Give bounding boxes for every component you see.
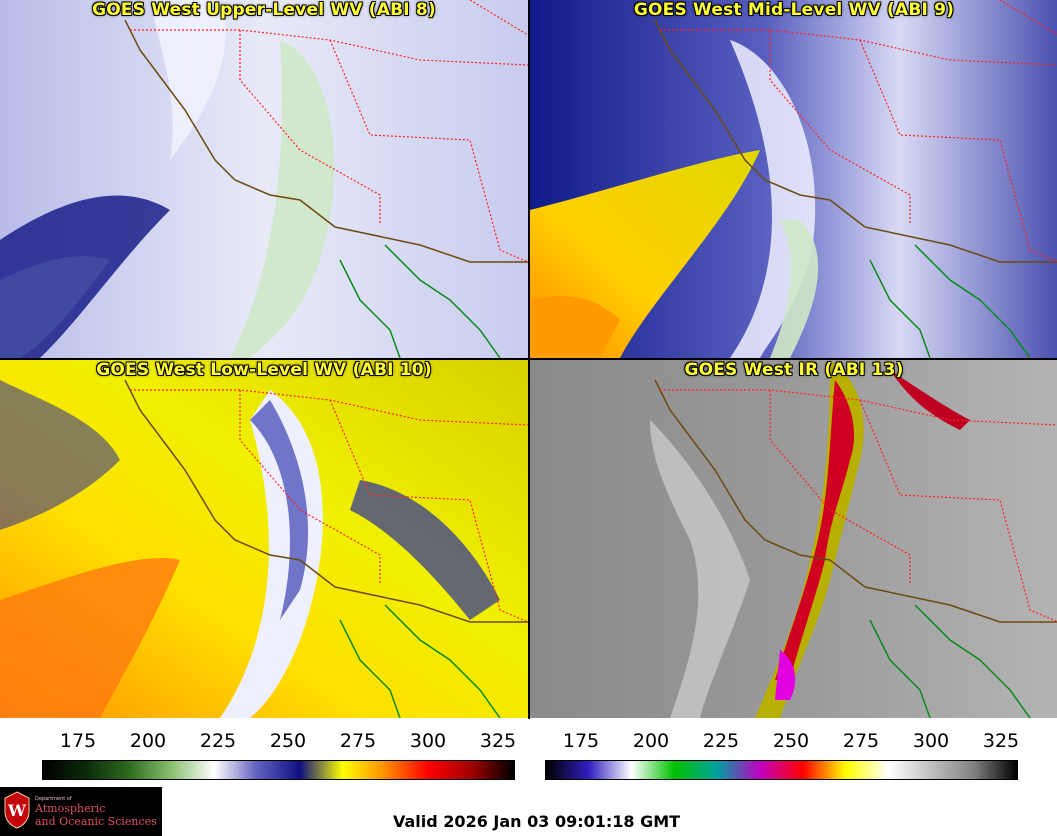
valid-time: Valid 2026 Jan 03 09:01:18 GMT: [393, 812, 681, 831]
tick-label: 325: [479, 730, 517, 752]
logo-line1: Atmospheric: [35, 802, 106, 815]
tick-label: 225: [702, 730, 740, 752]
logo-dept: Department of: [35, 796, 72, 802]
tick-label: 300: [409, 730, 447, 752]
low-level-wv-image: [0, 360, 528, 718]
panel-low-level-wv: GOES West Low-Level WV (ABI 10): [0, 360, 528, 718]
tick-label: 275: [842, 730, 880, 752]
wv-colorbar: [42, 760, 515, 780]
uw-crest-icon: W: [4, 791, 30, 829]
ir-colorbar: [545, 760, 1018, 780]
panel-title: GOES West Upper-Level WV (ABI 8): [92, 0, 436, 20]
tick-label: 200: [129, 730, 167, 752]
panel-mid-level-wv: GOES West Mid-Level WV (ABI 9): [530, 0, 1057, 358]
tick-label: 175: [59, 730, 97, 752]
panel-title: GOES West Low-Level WV (ABI 10): [96, 360, 432, 380]
tick-label: 250: [269, 730, 307, 752]
panel-title: GOES West Mid-Level WV (ABI 9): [633, 0, 955, 20]
tick-label: 200: [632, 730, 670, 752]
panel-ir: GOES West IR (ABI 13): [530, 360, 1057, 718]
upper-level-wv-image: [0, 0, 528, 358]
tick-label: 325: [982, 730, 1020, 752]
ir-image: [530, 360, 1057, 718]
logo-line2: and Oceanic Sciences: [35, 815, 157, 828]
tick-label: 250: [772, 730, 810, 752]
mid-level-wv-image: [530, 0, 1057, 358]
panel-title: GOES West IR (ABI 13): [684, 360, 904, 380]
tick-label: 300: [912, 730, 950, 752]
tick-label: 175: [562, 730, 600, 752]
tick-label: 275: [339, 730, 377, 752]
seal-letter: W: [7, 801, 27, 820]
tick-label: 225: [199, 730, 237, 752]
aos-logo: W Department of Atmospheric and Oceanic …: [0, 787, 162, 836]
panel-upper-level-wv: GOES West Upper-Level WV (ABI 8): [0, 0, 528, 358]
horizontal-divider: [0, 358, 1057, 360]
